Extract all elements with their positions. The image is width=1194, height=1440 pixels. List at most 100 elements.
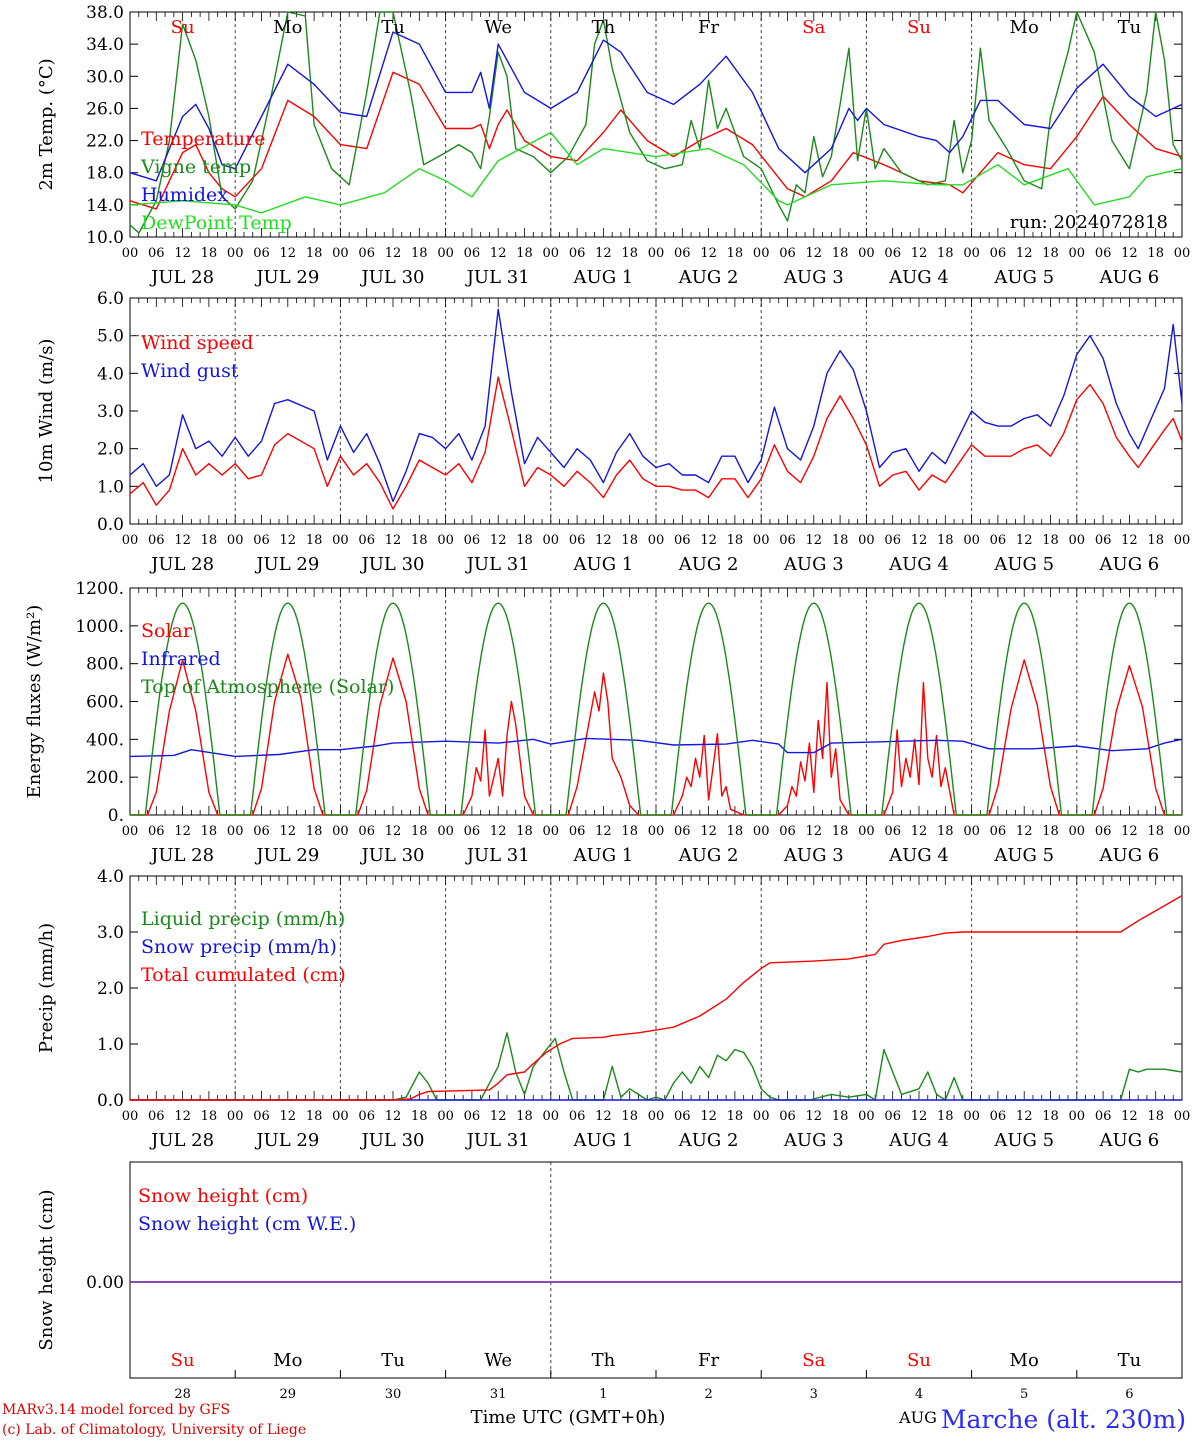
date-label: AUG 5 xyxy=(993,845,1054,866)
day-number-label: 3 xyxy=(810,1387,818,1402)
date-label: AUG 4 xyxy=(888,845,949,866)
y-tick-label: 0.0 xyxy=(97,515,124,535)
hour-label: 18 xyxy=(201,246,218,261)
weekday-label: Sa xyxy=(802,17,825,38)
y-tick-label: 26.0 xyxy=(86,99,124,119)
hour-label: 06 xyxy=(464,824,481,839)
hour-label: 00 xyxy=(437,533,454,548)
weekday-label: Tu xyxy=(1118,17,1142,38)
hour-label: 06 xyxy=(1095,1109,1112,1124)
station-label: Marche (alt. 230m) xyxy=(941,1405,1186,1434)
hour-label: 00 xyxy=(1069,533,1086,548)
panel-1: 10.0 14.0 18.0 22.0 26.0 30.0 34.0 38.0 2m Temp.… xyxy=(36,3,1190,288)
hour-label: 12 xyxy=(490,533,507,548)
hour-label: 06 xyxy=(358,533,375,548)
hour-label: 18 xyxy=(832,824,849,839)
day-number-label: 28 xyxy=(174,1387,191,1402)
series-line-infrared xyxy=(129,737,1183,758)
hour-label: 00 xyxy=(227,1109,244,1124)
run-label: run: 2024072818 xyxy=(1010,212,1168,233)
legend-entry: Solar xyxy=(141,620,193,642)
hour-label: 00 xyxy=(963,1109,980,1124)
hour-label: 00 xyxy=(227,824,244,839)
series-line-top-of-atmosphere-solar- xyxy=(130,602,1182,816)
hour-label: 00 xyxy=(963,533,980,548)
hour-label: 00 xyxy=(122,824,139,839)
hour-label: 18 xyxy=(727,824,744,839)
hour-label: 18 xyxy=(621,1109,638,1124)
series-line-wind-gust xyxy=(129,308,1183,503)
hour-label: 06 xyxy=(990,824,1007,839)
hour-label: 12 xyxy=(174,1109,191,1124)
hour-label: 12 xyxy=(595,246,612,261)
date-label: AUG 5 xyxy=(993,1130,1054,1151)
series-line-vigne-temp xyxy=(129,11,1183,234)
hour-label: 06 xyxy=(1095,824,1112,839)
weekday-label: Su xyxy=(907,17,931,38)
weekday-label: Su xyxy=(171,17,195,38)
date-label: AUG 6 xyxy=(1099,1130,1160,1151)
hour-label: 18 xyxy=(516,533,533,548)
series-line-total-cumulated-cm- xyxy=(130,894,1183,1101)
y-tick-label: 10.0 xyxy=(86,228,124,248)
hour-label: 12 xyxy=(911,824,928,839)
date-label: AUG 1 xyxy=(573,267,634,288)
hour-label: 12 xyxy=(490,246,507,261)
hour-label: 18 xyxy=(201,533,218,548)
weekday-label: Tu xyxy=(381,1350,405,1371)
date-label: AUG 3 xyxy=(783,554,844,575)
hour-label: 00 xyxy=(227,533,244,548)
credit-line-2: (c) Lab. of Climatology, University of L… xyxy=(2,1422,306,1438)
hour-label: 12 xyxy=(280,824,297,839)
time-axis-label: Time UTC (GMT+0h) xyxy=(471,1407,666,1428)
date-label: AUG 5 xyxy=(993,554,1054,575)
hour-label: 00 xyxy=(1069,246,1086,261)
hour-label: 12 xyxy=(174,533,191,548)
hour-label: 06 xyxy=(990,1109,1007,1124)
legend-entry: Snow height (cm W.E.) xyxy=(138,1213,356,1235)
legend-entry: Infrared xyxy=(141,648,221,670)
date-label: JUL 31 xyxy=(465,554,530,575)
y-axis-label: 10m Wind (m/s) xyxy=(36,339,57,484)
weekday-label: Mo xyxy=(273,17,302,38)
panel-2: 0.0 1.0 2.0 3.0 4.0 5.0 6.0 10m Wind (m/s) 00 06 1… xyxy=(36,289,1190,575)
hour-label: 00 xyxy=(1174,1109,1191,1124)
hour-label: 00 xyxy=(648,533,665,548)
legend-entry: Snow precip (mm/h) xyxy=(141,936,337,958)
hour-label: 18 xyxy=(621,246,638,261)
hour-label: 12 xyxy=(385,533,402,548)
hour-label: 00 xyxy=(753,246,770,261)
hour-label: 12 xyxy=(280,1109,297,1124)
hour-label: 06 xyxy=(1095,246,1112,261)
weekday-label: Sa xyxy=(802,1350,825,1371)
hour-label: 18 xyxy=(201,824,218,839)
day-number-label: 31 xyxy=(490,1387,507,1402)
hour-label: 06 xyxy=(779,246,796,261)
y-tick-label: 1.0 xyxy=(97,477,124,497)
date-label: JUL 29 xyxy=(254,845,319,866)
hour-label: 18 xyxy=(937,533,954,548)
hour-label: 06 xyxy=(674,1109,691,1124)
date-label: AUG 2 xyxy=(678,554,739,575)
hour-label: 18 xyxy=(1147,246,1164,261)
hour-label: 12 xyxy=(806,824,823,839)
legend-entry: Total cumulated (cm) xyxy=(141,964,346,986)
hour-label: 00 xyxy=(1174,246,1191,261)
hour-label: 12 xyxy=(1121,533,1138,548)
hour-label: 18 xyxy=(1042,533,1059,548)
hour-label: 18 xyxy=(516,1109,533,1124)
hour-label: 12 xyxy=(385,824,402,839)
hour-label: 00 xyxy=(543,246,560,261)
legend-entry: Wind gust xyxy=(141,360,239,382)
hour-label: 18 xyxy=(201,1109,218,1124)
hour-label: 00 xyxy=(963,246,980,261)
date-label: AUG 3 xyxy=(783,267,844,288)
hour-label: 18 xyxy=(621,824,638,839)
panel-4: 0.0 1.0 2.0 3.0 4.0 Precip (mm/h) 00 06 12 18 JUL … xyxy=(36,867,1190,1151)
hour-label: 06 xyxy=(464,246,481,261)
hour-label: 00 xyxy=(648,246,665,261)
hour-label: 06 xyxy=(779,533,796,548)
weekday-label: Fr xyxy=(698,1350,719,1371)
hour-label: 06 xyxy=(884,824,901,839)
hour-label: 12 xyxy=(1016,1109,1033,1124)
